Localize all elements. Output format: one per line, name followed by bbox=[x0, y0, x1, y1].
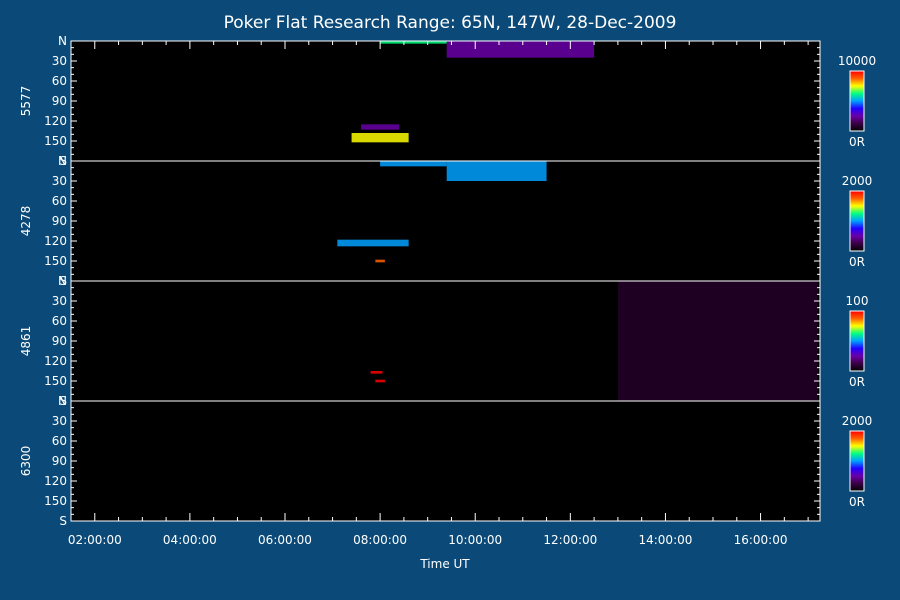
y-tick-label: 30 bbox=[52, 414, 67, 428]
x-tick-label: 16:00:00 bbox=[734, 533, 788, 547]
colorbar-min-label: 0R bbox=[849, 495, 865, 509]
emission-feature bbox=[617, 281, 818, 401]
emission-feature bbox=[361, 124, 400, 130]
emission-feature bbox=[370, 371, 383, 374]
x-tick-label: 06:00:00 bbox=[258, 533, 312, 547]
emission-feature bbox=[351, 133, 409, 143]
y-tick-label: 120 bbox=[44, 474, 67, 488]
x-tick-label: 14:00:00 bbox=[638, 533, 692, 547]
colorbar bbox=[849, 190, 865, 252]
y-tick-label: N bbox=[58, 34, 67, 48]
y-tick-label: S bbox=[59, 274, 67, 288]
y-tick-label: 150 bbox=[44, 254, 67, 268]
x-axis-label: Time UT bbox=[419, 557, 470, 571]
y-tick-label: N bbox=[58, 394, 67, 408]
colorbar-min-label: 0R bbox=[849, 375, 865, 389]
colorbar bbox=[849, 430, 865, 492]
y-tick-label: 120 bbox=[44, 234, 67, 248]
y-tick-label: 60 bbox=[52, 314, 67, 328]
y-tick-label: 150 bbox=[44, 134, 67, 148]
y-tick-label: 120 bbox=[44, 354, 67, 368]
colorbar bbox=[849, 70, 865, 132]
panel-ylabel: 4278 bbox=[19, 206, 33, 237]
chart-title: Poker Flat Research Range: 65N, 147W, 28… bbox=[224, 13, 677, 33]
emission-feature bbox=[375, 379, 385, 383]
y-tick-label: 30 bbox=[52, 174, 67, 188]
panel-background bbox=[71, 401, 820, 521]
panel-6300: N 30 60 90 120 150 S 6300 2000 0R bbox=[19, 394, 872, 528]
panel-background bbox=[71, 41, 820, 161]
x-tick-label: 04:00:00 bbox=[163, 533, 217, 547]
emission-feature bbox=[337, 239, 409, 247]
y-tick-label: N bbox=[58, 154, 67, 168]
x-tick-label: 10:00:00 bbox=[448, 533, 502, 547]
panel-ylabel: 6300 bbox=[19, 446, 33, 477]
y-tick-label: 30 bbox=[52, 54, 67, 68]
colorbar-max-label: 100 bbox=[846, 294, 869, 308]
colorbar-min-label: 0R bbox=[849, 255, 865, 269]
colorbar-max-label: 10000 bbox=[838, 54, 876, 68]
y-tick-label: 90 bbox=[52, 214, 67, 228]
emission-feature bbox=[446, 41, 595, 58]
y-tick-label: 60 bbox=[52, 194, 67, 208]
y-tick-label: S bbox=[59, 394, 67, 408]
y-tick-label: 150 bbox=[44, 494, 67, 508]
panel-5577: N 30 60 90 120 150 S 5577 10000 0R bbox=[19, 34, 876, 168]
emission-feature bbox=[380, 41, 447, 44]
panel-4861: N 30 60 90 120 150 S 4861 100 0R bbox=[19, 274, 868, 408]
y-tick-label: 90 bbox=[52, 94, 67, 108]
colorbar-min-label: 0R bbox=[849, 135, 865, 149]
y-tick-label: 90 bbox=[52, 334, 67, 348]
colorbar-max-label: 2000 bbox=[842, 414, 873, 428]
panel-ylabel: 4861 bbox=[19, 326, 33, 357]
y-tick-label: S bbox=[59, 514, 67, 528]
y-tick-label: 60 bbox=[52, 74, 67, 88]
y-tick-label: N bbox=[58, 274, 67, 288]
panel-4278: N 30 60 90 120 150 S 4278 2000 0R bbox=[19, 154, 872, 288]
x-tick-label: 12:00:00 bbox=[543, 533, 597, 547]
y-tick-label: S bbox=[59, 154, 67, 168]
y-tick-label: 30 bbox=[52, 294, 67, 308]
emission-feature bbox=[380, 161, 447, 167]
panel-background bbox=[71, 161, 820, 281]
panel-ylabel: 5577 bbox=[19, 86, 33, 117]
x-tick-label: 02:00:00 bbox=[68, 533, 122, 547]
x-tick-label: 08:00:00 bbox=[353, 533, 407, 547]
emission-feature bbox=[446, 161, 547, 181]
y-tick-label: 150 bbox=[44, 374, 67, 388]
colorbar-max-label: 2000 bbox=[842, 174, 873, 188]
y-tick-label: 60 bbox=[52, 434, 67, 448]
y-tick-label: 90 bbox=[52, 454, 67, 468]
y-tick-label: 120 bbox=[44, 114, 67, 128]
colorbar bbox=[849, 310, 865, 372]
emission-feature bbox=[375, 259, 385, 263]
